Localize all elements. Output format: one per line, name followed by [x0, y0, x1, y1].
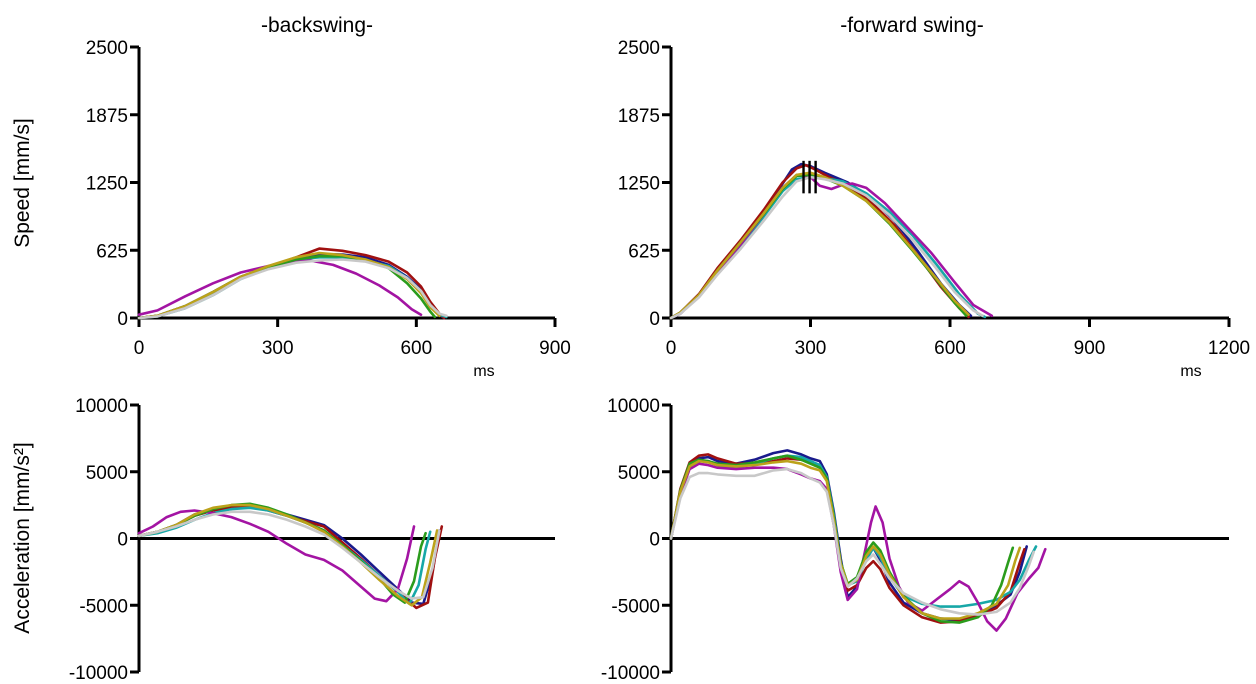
xunit-label-forward: ms — [1180, 363, 1201, 380]
y-tick-label: 1875 — [618, 106, 660, 127]
ylabel-acceleration: Acceleration [mm/s²] — [11, 442, 34, 633]
y-tick-label: 0 — [117, 309, 128, 330]
y-tick-label: 625 — [628, 241, 660, 262]
series-line-3 — [669, 175, 987, 320]
series-line-3 — [669, 454, 1038, 608]
title-forward-swing: -forward swing- — [840, 14, 984, 37]
chart-speed-backswing: 0 625 1250 1875 2500 0 300 600 900 — [86, 38, 571, 359]
title-backswing: -backswing- — [261, 14, 373, 37]
series-line-4 — [669, 462, 1047, 632]
ylabel-speed: Speed [mm/s] — [11, 118, 34, 248]
y-tick-label: 1875 — [86, 106, 128, 127]
chart-accel-backswing: -10000 -5000 0 5000 10000 — [69, 396, 555, 684]
x-tick-label: 900 — [539, 338, 571, 359]
x-tick-label: 600 — [934, 338, 966, 359]
y-tick-label: 2500 — [86, 38, 128, 59]
series-line-4 — [669, 173, 994, 320]
y-tick-label: -10000 — [601, 663, 660, 684]
series-line-7 — [137, 510, 441, 600]
y-tick-label: 0 — [117, 530, 128, 551]
x-tick-label: 0 — [134, 338, 145, 359]
y-tick-label: 10000 — [75, 396, 128, 417]
series-line-6 — [137, 251, 441, 320]
y-tick-label: 2500 — [618, 38, 660, 59]
plot-panels: 0 625 1250 1875 2500 0 300 600 900 0 625 1250 1875 25… — [69, 38, 1250, 684]
y-tick-label: 1250 — [618, 174, 660, 195]
y-tick-label: -5000 — [611, 596, 660, 617]
y-tick-label: 0 — [649, 530, 660, 551]
x-tick-label: 0 — [666, 338, 677, 359]
y-tick-label: -10000 — [69, 663, 128, 684]
series-line-7 — [669, 467, 1035, 616]
xunit-label-backswing: ms — [473, 363, 494, 380]
x-tick-label: 900 — [1074, 338, 1106, 359]
series-line-4 — [137, 509, 416, 603]
y-tick-label: 0 — [649, 309, 660, 330]
y-tick-label: 625 — [96, 241, 128, 262]
y-tick-label: 10000 — [607, 396, 660, 417]
chart-speed-forward: 0 625 1250 1875 2500 0 300 600 900 1200 — [618, 38, 1250, 359]
series-line-6 — [137, 503, 439, 607]
chart-accel-forward: -10000 -5000 0 5000 10000 — [601, 396, 1229, 684]
series-line-7 — [669, 175, 984, 320]
y-tick-label: 5000 — [618, 463, 660, 484]
y-tick-label: -5000 — [79, 596, 128, 617]
y-tick-label: 1250 — [86, 174, 128, 195]
series-line-7 — [137, 258, 448, 320]
series-line-2 — [669, 163, 970, 320]
x-tick-label: 300 — [262, 338, 294, 359]
x-tick-label: 300 — [795, 338, 827, 359]
y-tick-label: 5000 — [86, 463, 128, 484]
x-tick-label: 1200 — [1208, 338, 1250, 359]
x-tick-label: 600 — [400, 338, 432, 359]
